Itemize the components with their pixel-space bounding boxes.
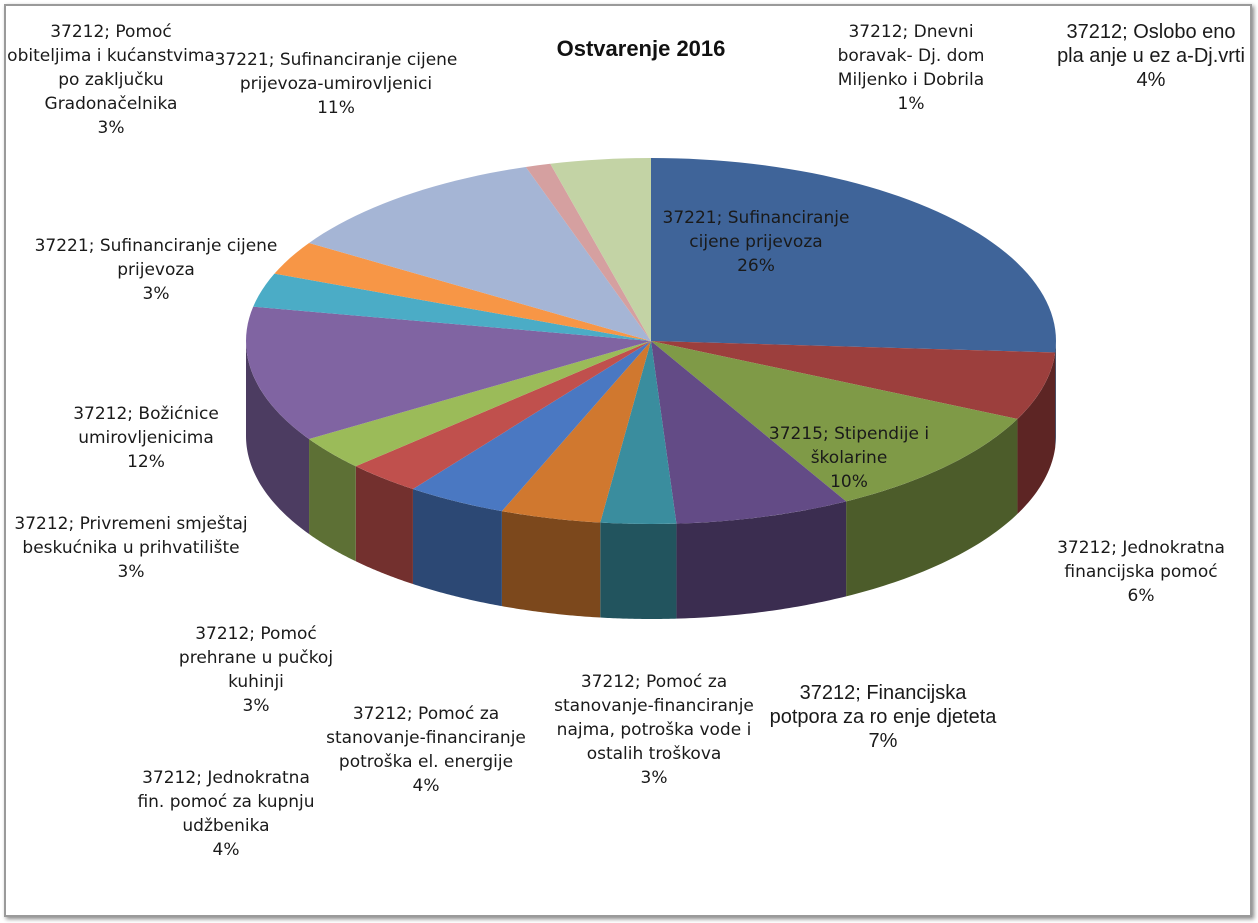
- label-category: 37212; Pomoć prehrane u pučkoj kuhinji: [178, 624, 334, 692]
- pie-slice: [309, 341, 651, 467]
- pie-slice: [651, 158, 1056, 353]
- label-value: 7%: [868, 730, 898, 752]
- pie-slice: [651, 341, 847, 524]
- pie-slice: [412, 341, 651, 512]
- label-category: 37221; Sufinanciranje cijene prijevoza: [34, 236, 278, 280]
- chart-frame: Ostvarenje 2016 37221; Sufinanciranje ci…: [4, 4, 1252, 917]
- pie-slice: [550, 158, 651, 341]
- data-label: 37212; Božićnice umirovljenicima 12%: [31, 402, 261, 474]
- pie-side: [1017, 352, 1056, 514]
- label-value: 4%: [1136, 69, 1166, 91]
- pie-slice: [355, 341, 651, 490]
- data-label: 37212; Jednokratna fin. pomoć za kupnju …: [131, 766, 321, 862]
- data-label: 37212; Dnevni boravak- Dj. dom Miljenko …: [811, 20, 1011, 116]
- data-label: 37212; Privremeni smještaj beskućnika u …: [6, 512, 256, 584]
- label-value: 12%: [127, 452, 165, 472]
- label-category: 37212; Financijska potpora za ro enje dj…: [769, 682, 997, 728]
- label-category: 37212; Privremeni smještaj beskućnika u …: [14, 514, 248, 558]
- data-label: 37215; Stipendije i školarine 10%: [759, 422, 939, 494]
- pie-slice: [253, 273, 652, 341]
- label-category: 37221; Sufinanciranje cijene prijevoza: [662, 208, 850, 252]
- pie-slice: [525, 163, 651, 341]
- label-category: 37212; Božićnice umirovljenicima: [73, 404, 219, 448]
- pie-slice: [246, 306, 651, 440]
- pie-slice: [309, 166, 651, 341]
- label-category: 37212; Oslobo eno pla anje u ez a-Dj.vrt…: [1057, 21, 1245, 67]
- data-label: 37212; Jednokratna financijska pomoć 6%: [1026, 536, 1256, 608]
- label-value: 3%: [117, 562, 145, 582]
- label-value: 11%: [317, 98, 355, 118]
- data-label: 37212; Pomoć obiteljima i kućanstvima po…: [6, 20, 216, 140]
- label-category: 37212; Pomoć za stanovanje-financiranje …: [554, 672, 754, 764]
- data-label: 37221; Sufinanciranje cijene prijevoza 26…: [661, 206, 851, 278]
- pie-sides: [246, 341, 1056, 619]
- pie-side: [1055, 341, 1056, 448]
- label-category: 37212; Jednokratna financijska pomoć: [1057, 538, 1225, 582]
- label-value: 3%: [97, 118, 125, 138]
- pie-slice: [651, 341, 1056, 419]
- label-value: 3%: [640, 768, 668, 788]
- pie-slice: [600, 341, 677, 524]
- label-value: 3%: [142, 284, 170, 304]
- label-value: 3%: [242, 696, 270, 716]
- label-category: 37212; Dnevni boravak- Dj. dom Miljenko …: [837, 22, 985, 90]
- label-value: 26%: [737, 256, 775, 276]
- pie-side: [600, 522, 677, 619]
- data-label: 37212; Pomoć za stanovanje-financiranje …: [306, 702, 546, 798]
- data-label: 37221; Sufinanciranje cijene prijevoza 3%: [31, 234, 281, 306]
- pie-side: [246, 341, 310, 535]
- label-value: 1%: [897, 94, 925, 114]
- label-category: 37221; Sufinanciranje cijene prijevoza-u…: [214, 50, 458, 94]
- data-label: 37212; Pomoć za stanovanje-financiranje …: [542, 670, 767, 790]
- label-value: 10%: [830, 472, 868, 492]
- data-label: 37212; Pomoć prehrane u pučkoj kuhinji 3%: [156, 622, 356, 718]
- label-value: 6%: [1127, 586, 1155, 606]
- pie-side: [676, 501, 847, 619]
- label-category: 37212; Pomoć obiteljima i kućanstvima po…: [7, 22, 215, 114]
- pie-top: [246, 158, 1056, 524]
- data-label: 37212; Financijska potpora za ro enje dj…: [763, 681, 1003, 753]
- chart: [246, 158, 1056, 619]
- chart-title: Ostvarenje 2016: [556, 36, 726, 61]
- data-label: 37212; Oslobo eno pla anje u ez a-Dj.vrt…: [1051, 20, 1251, 92]
- label-value: 4%: [212, 840, 240, 860]
- pie-side: [355, 466, 413, 585]
- pie-side: [501, 511, 601, 618]
- label-category: 37212; Pomoć za stanovanje-financiranje …: [326, 704, 526, 772]
- pie-slice: [651, 341, 1018, 502]
- label-value: 4%: [412, 776, 440, 796]
- pie-side: [309, 439, 356, 562]
- pie-slice: [501, 341, 651, 523]
- pie-side: [846, 418, 1018, 597]
- label-category: 37212; Jednokratna fin. pomoć za kupnju …: [137, 768, 315, 836]
- label-category: 37215; Stipendije i školarine: [768, 424, 930, 468]
- pie-slice: [274, 242, 651, 341]
- pie-side: [412, 489, 502, 607]
- data-label: 37221; Sufinanciranje cijene prijevoza-u…: [211, 48, 461, 120]
